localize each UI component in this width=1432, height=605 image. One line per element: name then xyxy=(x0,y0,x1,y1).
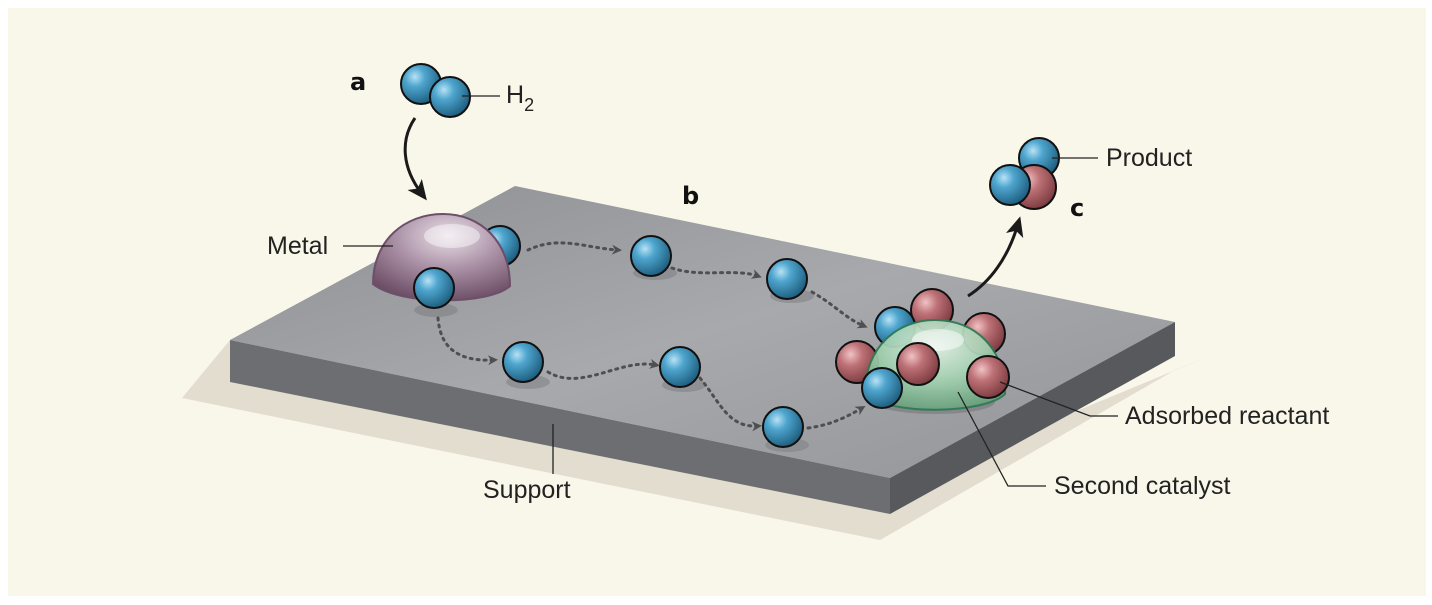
slab-front xyxy=(230,340,890,514)
hydrogen-atom xyxy=(861,367,903,409)
diffusion-arrow-bottom-4 xyxy=(806,405,866,430)
diffusion-arrow-top-1 xyxy=(526,241,622,255)
h2-label-subscript: 2 xyxy=(524,95,534,115)
support-label: Support xyxy=(483,476,571,504)
hydrogen-atom xyxy=(989,164,1031,206)
hydrogen-atom xyxy=(659,346,701,388)
adsorbed-reactant-label: Adsorbed reactant xyxy=(1125,402,1329,430)
hydrogen-atom xyxy=(413,267,455,309)
hydrogen-atom xyxy=(429,76,471,118)
spillover-atoms xyxy=(502,235,808,448)
hydrogen-atom xyxy=(762,406,804,448)
product-molecule xyxy=(989,137,1060,210)
step-c-label: c xyxy=(1070,194,1084,222)
h2-label: H2 xyxy=(506,81,534,115)
metal-dome-highlight xyxy=(424,224,480,248)
diffusion-arrow-bottom-3 xyxy=(698,376,762,432)
h2-label-main: H xyxy=(506,81,524,109)
metal-particle xyxy=(371,212,521,309)
second-catalyst-label: Second catalyst xyxy=(1054,472,1231,500)
product-label: Product xyxy=(1106,144,1192,172)
second-catalyst-cluster xyxy=(835,288,1010,414)
reactant-atom xyxy=(966,355,1010,399)
diffusion-arrow-top-3 xyxy=(810,290,868,329)
adsorbed-reactant-leader xyxy=(999,381,1118,417)
reactant-atom xyxy=(896,342,940,386)
adsorption-arrow xyxy=(403,117,427,201)
diffusion-arrow-bottom-2 xyxy=(546,358,660,380)
slab-side xyxy=(890,322,1175,514)
second-catalyst-leader xyxy=(957,391,1046,487)
metal-label: Metal xyxy=(267,232,328,260)
step-b-label: b xyxy=(682,182,699,210)
step-a-label: a xyxy=(350,68,366,96)
diffusion-paths xyxy=(436,241,868,432)
hydrogen-atom xyxy=(766,258,808,300)
desorption-arrow xyxy=(967,216,1024,298)
hydrogen-atom xyxy=(630,235,672,277)
leader-lines xyxy=(343,95,1118,487)
diffusion-arrow-bottom-1 xyxy=(436,316,498,366)
diffusion-arrow-top-2 xyxy=(670,266,762,279)
hydrogen-atom xyxy=(502,341,544,383)
h2-molecule xyxy=(400,63,471,118)
